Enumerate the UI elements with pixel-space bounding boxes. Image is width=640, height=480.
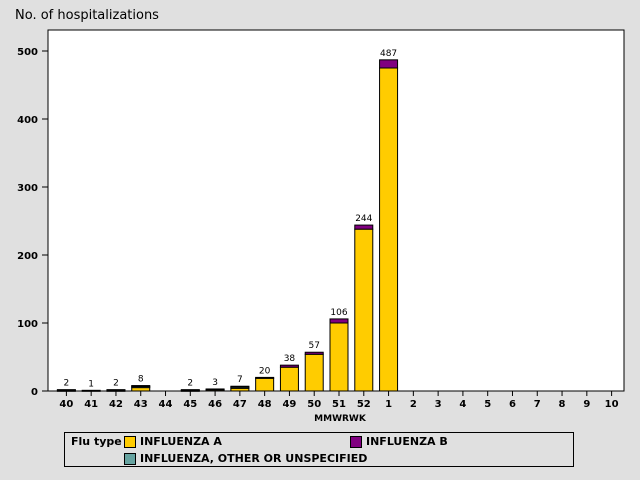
x-tick-label: 45 (183, 399, 197, 410)
bar-segment (354, 228, 374, 392)
bar-segment (106, 389, 126, 392)
y-tick-label: 200 (17, 251, 38, 262)
legend-label: INFLUENZA, OTHER OR UNSPECIFIED (140, 452, 368, 465)
x-tick-label: 51 (332, 399, 346, 410)
x-tick-label: 40 (59, 399, 73, 410)
bar-segment (304, 353, 324, 392)
bar-segment (255, 376, 275, 379)
bar-total-label: 57 (308, 341, 319, 351)
bar-segment (279, 366, 299, 392)
x-tick-label: 52 (357, 399, 371, 410)
bar-total-label: 7 (237, 375, 243, 385)
bar-segment (56, 389, 76, 392)
bar-segment (131, 385, 151, 388)
x-axis-title: MMWRWK (314, 414, 367, 424)
bar-total-label: 2 (64, 379, 70, 389)
y-tick-label: 100 (17, 319, 38, 330)
bar-segment (329, 322, 349, 392)
legend-swatch (124, 452, 136, 465)
bar-total-label: 1 (88, 379, 94, 389)
x-tick-label: 5 (484, 399, 491, 410)
legend-swatch (124, 435, 136, 448)
bar-segment (205, 388, 225, 391)
bar-total-label: 38 (284, 354, 296, 364)
y-axis-title: No. of hospitalizations (15, 8, 159, 23)
bar-segment (131, 387, 151, 392)
y-tick-label: 500 (17, 47, 38, 58)
y-tick-label: 300 (17, 183, 38, 194)
bar-total-label: 2 (187, 379, 193, 389)
legend-label: INFLUENZA A (140, 435, 222, 448)
bar-segment (255, 377, 275, 392)
bar-total-label: 106 (330, 308, 347, 318)
x-tick-label: 48 (258, 399, 272, 410)
bar-segment (354, 224, 374, 230)
y-tick-label: 400 (17, 115, 38, 126)
x-tick-label: 1 (385, 399, 392, 410)
legend-item-influenza-other: INFLUENZA, OTHER OR UNSPECIFIED (124, 452, 367, 465)
x-tick-label: 43 (134, 399, 148, 410)
bar-segment (379, 67, 399, 392)
legend-item-influenza-b: INFLUENZA B (350, 435, 448, 448)
x-tick-label: 50 (307, 399, 321, 410)
bar-segment (230, 385, 250, 388)
legend-swatch (350, 435, 362, 448)
y-tick-label: 0 (31, 387, 38, 398)
bar-segment (379, 59, 399, 69)
bar-total-label: 20 (259, 366, 271, 376)
x-tick-label: 4 (459, 399, 466, 410)
legend-title: Flu type (71, 435, 122, 448)
bar-total-label: 3 (212, 378, 218, 388)
x-tick-label: 7 (534, 399, 541, 410)
x-tick-label: 42 (109, 399, 123, 410)
x-tick-label: 9 (583, 399, 590, 410)
legend: Flu type INFLUENZA A INFLUENZA B INFLUEN… (64, 432, 574, 467)
bar-segment (180, 389, 200, 392)
x-tick-label: 47 (233, 399, 247, 410)
bar-total-label: 487 (380, 49, 397, 59)
bar-segment (279, 364, 299, 368)
x-tick-label: 2 (410, 399, 417, 410)
x-tick-label: 44 (159, 399, 173, 410)
bar-segment (81, 389, 101, 392)
x-tick-label: 3 (435, 399, 442, 410)
legend-label: INFLUENZA B (366, 435, 448, 448)
bar-total-label: 8 (138, 375, 144, 385)
bar-segment (329, 318, 349, 324)
x-tick-label: 10 (605, 399, 619, 410)
x-tick-label: 8 (559, 399, 566, 410)
bar-total-label: 2 (113, 379, 119, 389)
x-tick-label: 46 (208, 399, 222, 410)
x-tick-label: 49 (282, 399, 296, 410)
legend-item-influenza-a: INFLUENZA A (124, 435, 222, 448)
bar-segment (304, 351, 324, 355)
x-tick-label: 41 (84, 399, 98, 410)
x-tick-label: 6 (509, 399, 516, 410)
bar-total-label: 244 (355, 214, 372, 224)
